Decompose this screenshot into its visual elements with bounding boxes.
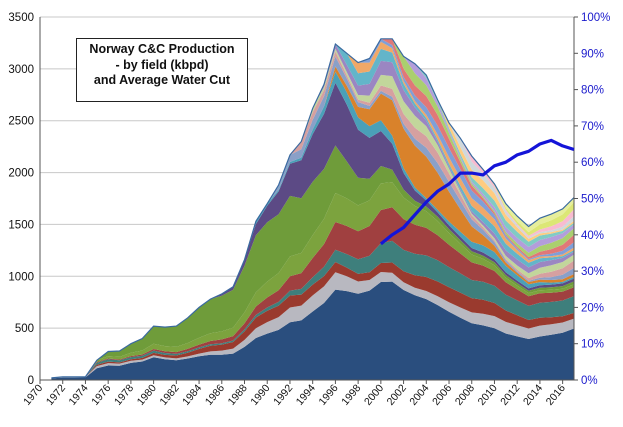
x-tick-2004: 2004 [407, 382, 431, 408]
x-tick-2014: 2014 [521, 382, 545, 408]
production-band-6 [51, 182, 574, 378]
right-tick-90: 90% [581, 48, 604, 60]
x-tick-1986: 1986 [203, 382, 227, 408]
left-tick-3000: 3000 [8, 64, 34, 76]
x-tick-1978: 1978 [112, 382, 136, 408]
x-tick-1984: 1984 [180, 382, 204, 408]
right-tick-100: 100% [581, 12, 610, 24]
left-tick-0: 0 [28, 375, 34, 387]
x-tick-2006: 2006 [430, 382, 454, 408]
right-tick-50: 50% [581, 194, 604, 206]
right-tick-10: 10% [581, 339, 604, 351]
left-tick-2500: 2500 [8, 116, 34, 128]
x-tick-1996: 1996 [316, 382, 340, 408]
production-band-7 [51, 145, 574, 378]
right-tick-70: 70% [581, 121, 604, 133]
right-tick-20: 20% [581, 302, 604, 314]
x-tick-1980: 1980 [135, 382, 159, 408]
x-axis-ticks: 1970197219741976197819801982198419861988… [21, 380, 568, 408]
x-tick-1974: 1974 [67, 382, 91, 408]
x-tick-1976: 1976 [89, 382, 113, 408]
x-tick-2002: 2002 [385, 382, 409, 408]
production-band-4 [51, 240, 574, 379]
left-tick-1000: 1000 [8, 271, 34, 283]
production-areas [51, 38, 575, 380]
production-band-19 [51, 38, 574, 378]
right-tick-60: 60% [581, 157, 604, 169]
right-tick-30: 30% [581, 266, 604, 278]
x-tick-2012: 2012 [498, 382, 522, 408]
x-tick-1990: 1990 [248, 382, 272, 408]
left-tick-2000: 2000 [8, 168, 34, 180]
left-tick-3500: 3500 [8, 12, 34, 24]
production-band-1 [51, 281, 574, 380]
x-tick-1992: 1992 [271, 382, 295, 408]
production-band-3 [51, 262, 574, 379]
x-tick-2016: 2016 [544, 382, 568, 408]
water-cut-line [379, 138, 575, 246]
right-tick-40: 40% [581, 230, 604, 242]
total-production-line [51, 38, 575, 379]
production-band-12 [51, 51, 574, 378]
right-tick-0: 0% [581, 375, 598, 387]
chart-title-line-3: and Average Water Cut [93, 73, 231, 87]
x-tick-1972: 1972 [44, 382, 68, 408]
chart-title-line-1: Norway C&C Production [89, 42, 235, 56]
x-tick-2000: 2000 [362, 382, 386, 408]
water-cut-series [379, 138, 575, 246]
left-tick-500: 500 [15, 323, 34, 335]
production-band-11 [51, 56, 574, 378]
x-tick-1998: 1998 [339, 382, 363, 408]
x-tick-1970: 1970 [21, 382, 45, 408]
x-tick-1988: 1988 [226, 382, 250, 408]
right-tick-80: 80% [581, 85, 604, 97]
left-axis-ticks: 0 500 1000 1500 2000 2500 3000 3500 [8, 12, 34, 387]
left-tick-1500: 1500 [8, 219, 34, 231]
x-tick-2010: 2010 [476, 382, 500, 408]
production-band-8 [51, 82, 574, 378]
production-band-5 [51, 207, 574, 378]
production-band-9 [51, 71, 574, 378]
chart-title-box: Norway C&C Production - by field (kbpd) … [76, 38, 248, 102]
right-axis-ticks: 0% 10% 20% 30% 40% 50% 60% 70% 80% 90% 100% [574, 12, 610, 387]
x-tick-2008: 2008 [453, 382, 477, 408]
chart-title-line-2: - by field (kbpd) [115, 57, 209, 72]
x-tick-1994: 1994 [294, 382, 318, 408]
x-tick-1982: 1982 [157, 382, 181, 408]
